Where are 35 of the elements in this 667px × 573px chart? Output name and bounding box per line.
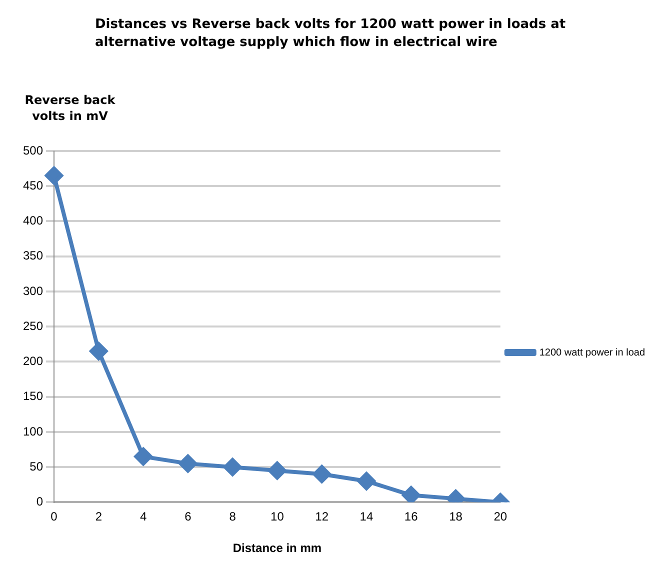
point: [178, 454, 197, 473]
x-tick-label: 16: [404, 510, 418, 524]
y-tick-label: 450: [22, 178, 44, 192]
x-tick-label: 2: [95, 510, 102, 524]
y-tick-label: 350: [22, 248, 44, 263]
y-tick-label: 250: [22, 318, 44, 333]
y-tick-label: 0: [36, 494, 44, 509]
y-tick-label: 400: [22, 214, 44, 228]
x-tick-label: 10: [270, 510, 284, 524]
x-tick-label: 0: [50, 510, 58, 524]
point: [134, 448, 152, 466]
y-tick-label: 100: [22, 424, 44, 438]
x-tick-label: 4: [140, 510, 147, 524]
x-tick-label: 12: [315, 510, 329, 524]
x-tick-label: 18: [449, 510, 463, 524]
y-tick-label: 500: [22, 143, 44, 158]
point: [268, 462, 286, 480]
chart-title: Distances vs Reverse back volts for 1200 watt power in loads at alternative voltage supply which flow in electrical wire: [95, 16, 567, 52]
x-tick-label: 20: [494, 510, 508, 524]
y-tick-label: 50: [30, 459, 44, 474]
point: [312, 465, 331, 484]
x-tick-label: 8: [229, 510, 236, 524]
y-tick-label: 300: [22, 284, 44, 298]
y-axis-title: Reverse back volts in mV: [24, 92, 116, 124]
point: [402, 486, 420, 502]
point: [224, 458, 242, 476]
x-tick-label: 14: [360, 510, 374, 524]
legend-label: 1200 watt power in load: [539, 347, 645, 358]
x-tick-label: 6: [184, 510, 192, 524]
x-axis-title: Distance in mm: [232, 541, 322, 556]
y-tick-label: 200: [22, 354, 44, 368]
y-tick-label: 150: [22, 389, 44, 404]
point: [357, 472, 376, 490]
point: [45, 166, 64, 185]
point: [90, 342, 108, 360]
